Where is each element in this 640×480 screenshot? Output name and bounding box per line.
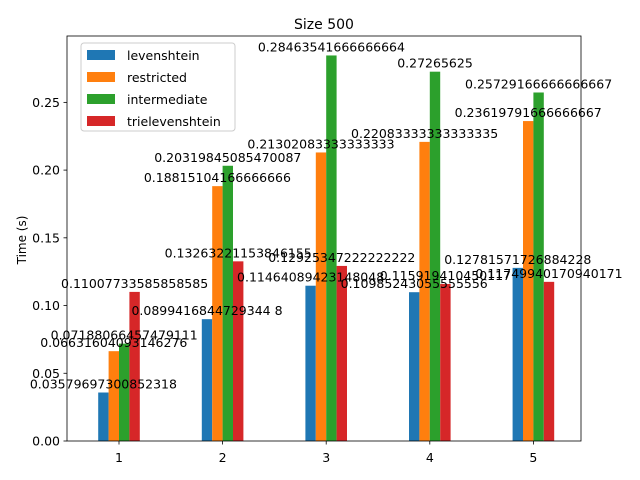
bar-intermediate-3 [326,55,337,442]
bar-value-label-intermediate-4: 0.27265625 [397,56,473,71]
bar-value-label-trielevenshtein-4: 0.115919410450117 [380,268,511,283]
bar-trielevenshtein-3 [336,265,347,441]
bar-value-label-intermediate-2: 0.20319845085470087 [154,150,301,165]
legend-swatch-trielevenshtein [87,116,115,126]
legend-swatch-levenshtein [87,50,115,60]
bar-value-label-trielevenshtein-5: 0.11749940170940171 [475,266,622,281]
bar-levenshtein-5 [512,267,523,441]
bar-value-label-intermediate-3: 0.28463541666666664 [258,39,405,54]
legend-box [80,42,236,132]
bar-restricted-2 [212,186,223,441]
bar-value-label-levenshtein-3: 0.11464089423148048 [237,270,384,285]
bar-value-label-intermediate-5: 0.25729166666666667 [465,76,612,91]
plot-frame [66,35,582,442]
bars-layer [98,55,555,442]
legend-label-levenshtein: levenshtein [127,48,200,63]
legend-swatch-restricted [87,72,115,82]
bar-levenshtein-4 [409,292,420,441]
bar-value-label-restricted-1: 0.06631604093146276 [40,335,187,350]
bar-value-label-trielevenshtein-2: 0.13263221153846155 [165,245,312,260]
bar-value-label-restricted-2: 0.18815104166666666 [144,170,291,185]
y-axis-label: Time (s) [15,216,29,266]
bar-intermediate-5 [533,92,544,441]
bar-trielevenshtein-2 [233,261,244,441]
y-axis: 0.00 0.05 0.10 0.15 0.20 0.25 [32,95,67,449]
bar-restricted-1 [108,351,119,441]
bar-value-label-trielevenshtein-1: 0.11007733585858585 [61,276,208,291]
bar-value-label-restricted-5: 0.23619791666666667 [455,105,602,120]
bar-trielevenshtein-4 [440,283,451,441]
bar-value-label-levenshtein-2: 0.0899416844729344 8 [131,303,282,318]
y-tick-label: 0.15 [32,230,60,245]
bar-restricted-5 [523,121,534,441]
y-tick-label: 0.05 [32,366,60,381]
y-tick-label: 0.10 [32,298,60,313]
y-tick-label: 0.00 [32,434,60,449]
bar-intermediate-1 [119,343,130,441]
bar-intermediate-4 [429,71,441,441]
bar-value-label-intermediate-1: 0.07188066457479111 [51,328,198,343]
x-tick-label: 2 [219,450,227,465]
bar-value-label-levenshtein-4: 0.10985243055555556 [341,276,488,291]
legend-label-intermediate: intermediate [127,92,208,107]
legend-swatch-intermediate [87,94,115,104]
x-tick-label: 3 [322,450,330,465]
bar-restricted-4 [419,141,430,441]
x-tick-label: 4 [426,450,434,465]
bar-levenshtein-3 [305,285,316,441]
bar-value-label-restricted-4: 0.22083333333333335 [351,126,498,141]
chart-title: Size 500 [294,17,354,33]
legend-label-trielevenshtein: trielevenshtein [127,114,221,129]
bar-intermediate-2 [222,165,233,441]
x-tick-label: 1 [115,450,123,465]
bar-levenshtein-2 [201,319,213,441]
bar-value-label-levenshtein-5: 0.12781571726884228 [444,252,591,267]
bar-value-label-restricted-3: 0.21302083333333333 [247,136,394,151]
bar-restricted-3 [315,152,327,441]
legend-label-restricted: restricted [127,70,187,85]
x-tick-label: 5 [529,450,537,465]
bar-levenshtein-1 [98,392,109,441]
bar-trielevenshtein-1 [129,291,140,441]
bar-value-label-trielevenshtein-3: 0.12925347222222222 [268,250,415,265]
x-axis: 1 2 3 4 5 [115,441,537,465]
legend: levenshtein restricted intermediate trielev… [80,42,236,132]
bar-trielevenshtein-5 [543,281,555,441]
y-tick-label: 0.20 [32,163,60,178]
y-tick-label: 0.25 [32,95,60,110]
